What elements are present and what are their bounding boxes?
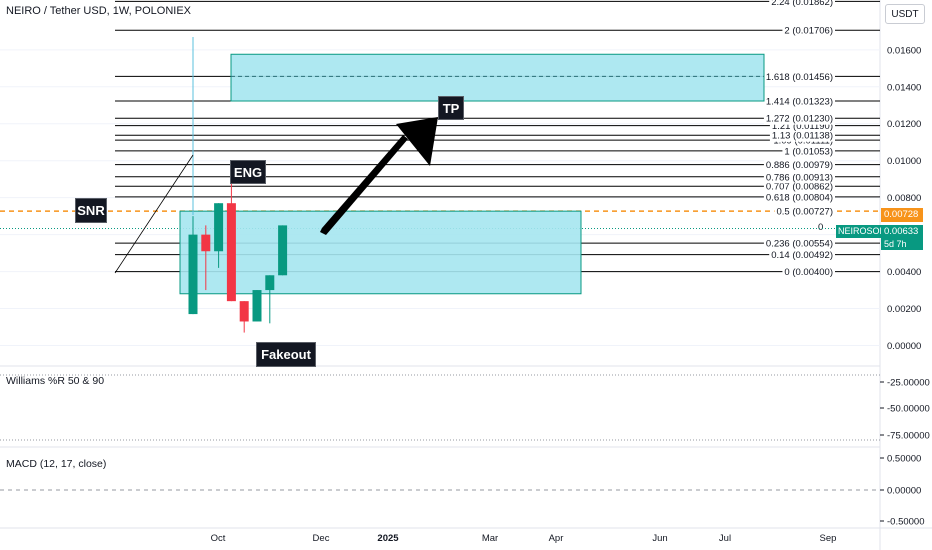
williams-tick-label: -75.00000 (887, 431, 930, 442)
time-tick-label: Jul (719, 533, 731, 544)
fib-level-label: 0 (0.00400) (784, 267, 833, 278)
target-zone (230, 53, 765, 102)
tp-label[interactable]: TP (438, 96, 464, 120)
candles[interactable] (188, 182, 288, 333)
fib-label-bg (769, 250, 835, 262)
candle-body (214, 203, 224, 252)
time-tick-label: Oct (211, 533, 226, 544)
fib-level-label: 1.21 (0.01190) (772, 121, 833, 132)
chart-title: NEIRO / Tether USD, 1W, POLONIEX (6, 5, 192, 17)
countdown-tag: 5d 7h (881, 238, 923, 250)
zones[interactable] (179, 53, 765, 295)
drawings[interactable] (114, 37, 438, 274)
fib-level-label: 0.14 (0.00492) (771, 250, 833, 261)
fib-label-bg (763, 96, 835, 108)
candle-body (278, 225, 288, 276)
williams-title: Williams %R 50 & 90 (6, 375, 105, 387)
fib-level-label: 1 (0.01053) (784, 146, 833, 157)
currency-button[interactable]: USDT (885, 4, 925, 24)
fib-label-bg (774, 206, 835, 218)
time-axis[interactable]: Oct Dec 2025 Mar Apr Jun Jul Sep (211, 533, 837, 544)
current-price-tag: 0.00728 (881, 208, 923, 222)
macd-tick-label: 0.00000 (887, 486, 921, 497)
price-tick-label: 0.00400 (887, 267, 921, 278)
fib-level-label: 1.13 (0.01138) (772, 131, 833, 142)
demand-zone (179, 210, 582, 295)
arrow-shaft (320, 135, 408, 235)
time-tick-label: Jun (652, 533, 667, 544)
price-tick-label: 0.00800 (887, 193, 921, 204)
fib-label-bg (763, 172, 835, 184)
time-tick-label: Apr (549, 533, 564, 544)
fib-label-bg (782, 146, 835, 158)
time-tick-label: 2025 (377, 533, 399, 544)
candle-body (201, 234, 211, 252)
price-tick-label: 0.01200 (887, 119, 921, 130)
williams-tick-label: -50.00000 (887, 404, 930, 415)
candle-body (265, 275, 275, 291)
price-tick-label: 0.01000 (887, 156, 921, 167)
price-tick-label: 0.00000 (887, 341, 921, 352)
fib-label-bg (769, 121, 835, 133)
fib-level-label: 0.5 (0.00727) (776, 207, 833, 218)
time-tick-label: Mar (482, 533, 498, 544)
fib-label-bg (782, 267, 835, 279)
fib-level-label: 1.414 (0.01323) (766, 97, 833, 108)
fib-level-label: 2 (0.01706) (784, 26, 833, 37)
fib-level-label: 0.786 (0.00913) (766, 172, 833, 183)
time-tick-label: Sep (820, 533, 837, 544)
fib-level-label: 0.886 (0.00979) (766, 160, 833, 171)
candle-body (188, 234, 198, 315)
price-tick-label: 0.01600 (887, 45, 921, 56)
macd-tick-label: -0.50000 (887, 517, 925, 528)
fib-label-bg (763, 238, 835, 250)
price-axis[interactable]: 0.016000.014000.012000.010000.008000.006… (887, 45, 921, 352)
snr-label[interactable]: SNR (75, 198, 107, 223)
fib-level-label: 0.236 (0.00554) (766, 239, 833, 250)
fib-level-label: 1.618 (0.01456) (766, 72, 833, 83)
time-tick-label: Dec (313, 533, 330, 544)
fib-label-bg (763, 181, 835, 193)
price-tick-label: 0.00200 (887, 304, 921, 315)
fakeout-label[interactable]: Fakeout (256, 342, 316, 367)
fib-level-label: 0.618 (0.00804) (766, 192, 833, 203)
candle-body (239, 301, 249, 322)
fib-level-label: 1.272 (0.01230) (766, 114, 833, 125)
macd-tick-label: 0.50000 (887, 454, 921, 465)
fib-level-label: 0.707 (0.00862) (766, 182, 833, 193)
fib-label-bg (782, 25, 835, 37)
candle-body (226, 203, 236, 302)
fib-label-bg (763, 192, 835, 204)
indicator-panes: -25.00000 -50.00000 -75.00000 0.50000 0.0000… (0, 374, 930, 528)
price-tick-label: 0.01400 (887, 82, 921, 93)
eng-label[interactable]: ENG (230, 160, 266, 184)
fib-label-bg (763, 160, 835, 172)
symbol-price-tag: 0.00633 (881, 225, 923, 238)
fib-label-bg (763, 71, 835, 83)
fib-label-bg (763, 113, 835, 125)
williams-tick-label: -25.00000 (887, 378, 930, 389)
fib-label-bg (769, 130, 835, 142)
trend-line (114, 154, 194, 274)
fib-level-label: 2.24 (0.01862) (771, 0, 833, 8)
fib-label-bg (769, 0, 835, 8)
arrow-head (396, 117, 438, 166)
macd-title: MACD (12, 17, close) (6, 458, 107, 470)
candle-body (252, 290, 262, 322)
fib-level-label: 0 (818, 222, 823, 233)
